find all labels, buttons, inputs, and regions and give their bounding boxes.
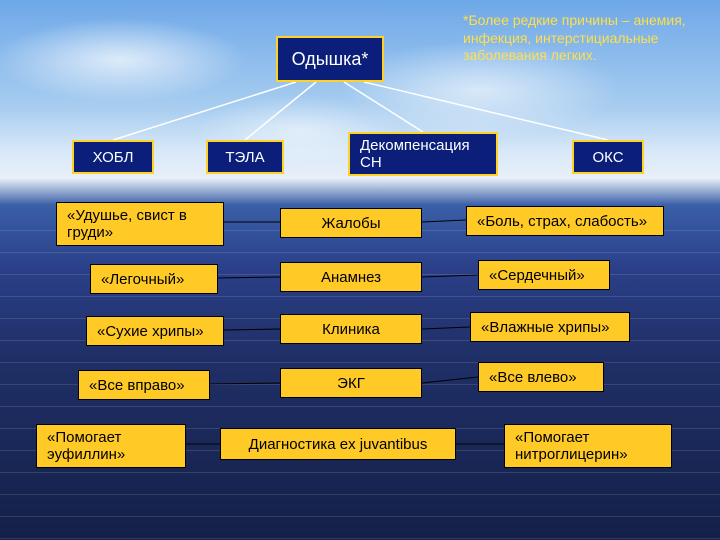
- row-1-right: «Сердечный»: [478, 260, 610, 290]
- diagram-stage: *Более редкие причины – анемия, инфекция…: [0, 0, 720, 540]
- water-line: [0, 296, 720, 297]
- water-line: [0, 406, 720, 407]
- water-line: [0, 472, 720, 473]
- cause-node-2: Декомпенсация СН: [348, 132, 498, 176]
- water-line: [0, 252, 720, 253]
- water-line: [0, 362, 720, 363]
- row-3-right: «Все влево»: [478, 362, 604, 392]
- cause-node-0: ХОБЛ: [72, 140, 154, 174]
- footnote-text: *Более редкие причины – анемия, инфекция…: [463, 12, 713, 65]
- row-4-left: «Помогает эуфиллин»: [36, 424, 186, 468]
- row-2-right: «Влажные хрипы»: [470, 312, 630, 342]
- cause-node-3: ОКС: [572, 140, 644, 174]
- row-3-left: «Все вправо»: [78, 370, 210, 400]
- water-line: [0, 516, 720, 517]
- row-4-right: «Помогает нитроглицерин»: [504, 424, 672, 468]
- root-node: Одышка*: [276, 36, 384, 82]
- row-2-center: Клиника: [280, 314, 422, 344]
- water-line: [0, 538, 720, 539]
- row-2-left: «Сухие хрипы»: [86, 316, 224, 346]
- row-1-left: «Легочный»: [90, 264, 218, 294]
- row-0-center: Жалобы: [280, 208, 422, 238]
- row-4-center: Диагностика ex juvantibus: [220, 428, 456, 460]
- row-0-left: «Удушье, свист в груди»: [56, 202, 224, 246]
- row-1-center: Анамнез: [280, 262, 422, 292]
- water-line: [0, 494, 720, 495]
- row-3-center: ЭКГ: [280, 368, 422, 398]
- cause-node-1: ТЭЛА: [206, 140, 284, 174]
- row-0-right: «Боль, страх, слабость»: [466, 206, 664, 236]
